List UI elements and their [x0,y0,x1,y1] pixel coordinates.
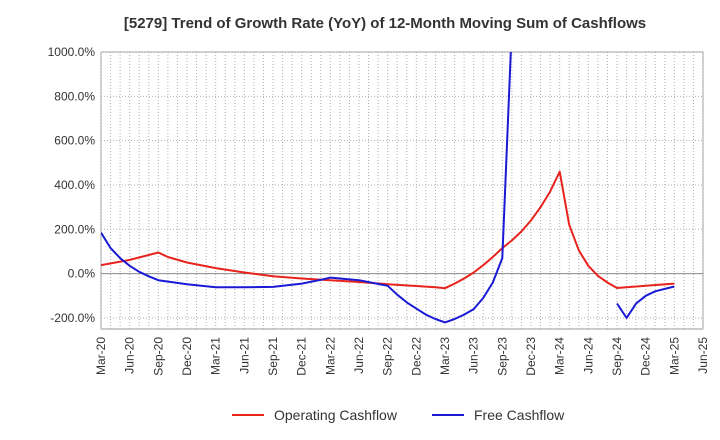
x-tick-label: Mar-24 [553,337,567,375]
x-tick-label: Sep-22 [381,337,395,376]
y-tick-label: 800.0% [54,89,95,103]
x-tick-label: Jun-20 [123,337,137,374]
x-tick-label: Dec-23 [524,337,538,376]
grid [100,51,704,329]
chart-title: [5279] Trend of Growth Rate (YoY) of 12-… [124,15,646,32]
x-tick-label: Dec-24 [639,337,653,376]
y-tick-label: 1000.0% [48,45,96,59]
legend-label: Operating Cashflow [274,407,398,423]
series-line-free-cashflow [101,52,512,324]
x-tick-label: Jun-21 [237,337,251,374]
x-tick-label: Jun-25 [696,337,710,374]
x-tick-label: Jun-22 [352,337,366,374]
series-line-free-cashflow [616,285,675,319]
x-tick-label: Dec-21 [295,337,309,376]
x-tick-label: Sep-21 [266,337,280,376]
plot-area [100,51,704,330]
y-tick-label: -200.0% [50,311,95,325]
series-layer [101,52,675,324]
x-tick-label: Dec-22 [409,337,423,376]
series-line-operating-cashflow [101,170,675,290]
x-tick-label: Jun-24 [581,337,595,374]
x-tick-label: Mar-20 [94,337,108,375]
y-tick-label: 400.0% [54,178,95,192]
x-tick-label: Sep-23 [495,337,509,376]
x-axis: Mar-20 Jun-20 Sep-20 Dec-20 Mar-21 Jun-21 Sep-… [94,337,710,376]
y-tick-label: 200.0% [54,222,95,236]
x-tick-label: Dec-20 [180,337,194,376]
x-tick-label: Mar-22 [323,337,337,375]
legend-label: Free Cashflow [474,407,565,423]
x-tick-label: Mar-23 [438,337,452,375]
y-axis: -200.0% 0.0% 200.0% 400.0% 600.0% 800.0% 1000.… [48,45,96,325]
x-tick-label: Mar-25 [667,337,681,375]
y-tick-label: 0.0% [68,267,96,281]
legend: Operating Cashflow Free Cashflow [232,407,565,423]
y-tick-label: 600.0% [54,134,95,148]
x-tick-label: Jun-23 [467,337,481,374]
x-tick-label: Mar-21 [209,337,223,375]
x-tick-label: Sep-20 [151,337,165,376]
x-tick-label: Sep-24 [610,337,624,376]
